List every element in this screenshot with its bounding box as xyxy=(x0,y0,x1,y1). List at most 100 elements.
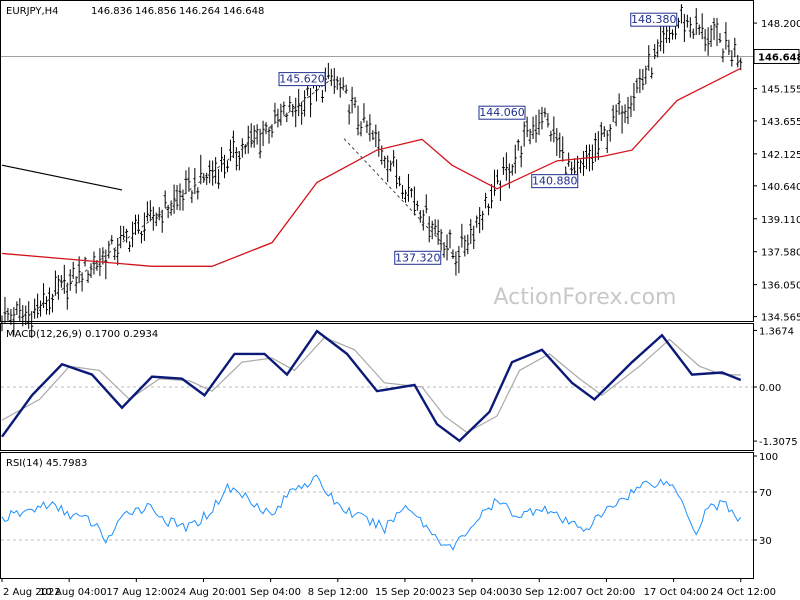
price-bar xyxy=(611,105,615,123)
price-bar xyxy=(110,235,114,245)
price-bar xyxy=(457,246,461,274)
price-bar xyxy=(3,296,7,324)
price-bar xyxy=(445,234,449,261)
price-bar xyxy=(739,57,743,71)
price-bar xyxy=(220,147,224,172)
price-bar xyxy=(338,77,342,98)
current-price-tag-box xyxy=(753,48,800,64)
price-bar xyxy=(730,50,734,67)
price-bar xyxy=(718,33,722,44)
price-bar xyxy=(371,130,375,141)
price-bar xyxy=(584,144,588,170)
price-bar xyxy=(9,308,13,325)
price-bar xyxy=(223,154,227,179)
price-bar xyxy=(671,29,675,40)
price-bar xyxy=(53,270,57,296)
price-bar xyxy=(409,188,413,198)
price-bar xyxy=(15,301,19,316)
rsi-layer xyxy=(1,474,753,551)
price-bar xyxy=(596,131,600,161)
price-bar xyxy=(86,270,90,284)
rsi-y-tick-label: 30 xyxy=(759,536,772,547)
price-bar xyxy=(294,97,298,128)
price-bar xyxy=(617,93,621,115)
price-bar xyxy=(255,124,259,145)
price-y-tick-label: 148.200 xyxy=(761,19,800,30)
price-bar xyxy=(21,305,25,327)
price-bar xyxy=(291,103,295,117)
price-bar xyxy=(490,184,494,209)
price-bar xyxy=(546,113,550,128)
price-bar xyxy=(142,212,146,241)
price-bar xyxy=(493,169,496,196)
price-bar xyxy=(107,240,111,259)
price-bar xyxy=(77,256,81,284)
price-bar xyxy=(691,28,695,39)
rsi-panel-border xyxy=(0,452,754,579)
x-tick-label: 15 Sep 20:00 xyxy=(375,587,442,598)
price-bar xyxy=(632,83,636,111)
price-bar xyxy=(558,132,562,159)
price-bar xyxy=(481,210,485,231)
price-bar xyxy=(172,184,176,214)
price-bar xyxy=(620,105,624,134)
price-bar xyxy=(362,103,366,123)
price-bar xyxy=(614,104,618,127)
price-bar xyxy=(599,122,603,142)
price-bar xyxy=(682,13,686,42)
price-bar xyxy=(36,293,40,319)
price-bar xyxy=(122,225,126,240)
price-bar xyxy=(662,23,666,54)
current-price-tag-label: 146.648 xyxy=(758,52,800,63)
rsi-line xyxy=(1,474,742,551)
price-bar xyxy=(145,201,149,222)
price-annotation-box xyxy=(394,250,442,265)
price-bar xyxy=(181,189,185,211)
price-bar xyxy=(353,96,357,108)
price-bar xyxy=(424,194,428,214)
price-bar xyxy=(65,282,69,310)
price-bar xyxy=(448,229,452,249)
price-bar xyxy=(205,172,209,185)
price-bar xyxy=(495,169,499,185)
price-bar xyxy=(522,121,526,147)
macd-signal-line xyxy=(1,336,741,434)
price-bar xyxy=(688,17,692,38)
price-bar xyxy=(406,173,410,202)
price-bar xyxy=(395,159,399,189)
price-bar xyxy=(125,228,129,243)
price-bar xyxy=(279,103,283,126)
price-bar xyxy=(12,307,16,336)
macd-y-tick-label: 1.3674 xyxy=(759,326,794,337)
price-bar xyxy=(531,116,535,140)
price-bar xyxy=(386,155,390,183)
price-bar xyxy=(359,121,363,137)
price-bar xyxy=(507,163,511,189)
price-bar xyxy=(659,26,663,52)
axis-layer: 148.200 146.648 145.155 143.655 142.125 140.6… xyxy=(1,19,800,598)
price-bar xyxy=(309,87,313,118)
price-bar xyxy=(237,151,241,171)
price-bar xyxy=(208,160,212,184)
price-bar xyxy=(412,186,416,216)
price-bar xyxy=(270,124,274,138)
price-bar xyxy=(724,22,728,50)
price-bar xyxy=(650,67,654,79)
price-bar xyxy=(736,55,740,68)
price-bar xyxy=(347,104,351,125)
price-y-tick-label: 145.155 xyxy=(761,85,800,96)
price-bar xyxy=(267,127,271,144)
price-bar xyxy=(234,147,238,171)
price-bar xyxy=(148,200,152,222)
price-bar xyxy=(475,215,479,228)
price-bar xyxy=(700,13,704,40)
price-bar xyxy=(727,39,731,56)
current-price-tag: 146.648 xyxy=(753,48,800,64)
price-bar xyxy=(136,214,140,234)
price-bar xyxy=(463,235,467,257)
x-tick-label: 23 Sep 04:00 xyxy=(442,587,509,598)
price-bar xyxy=(258,128,262,159)
price-layer: 148.380 145.620 144.060 140.880 137.320 xyxy=(0,4,753,338)
price-bar xyxy=(540,106,544,130)
price-bar xyxy=(403,189,407,203)
